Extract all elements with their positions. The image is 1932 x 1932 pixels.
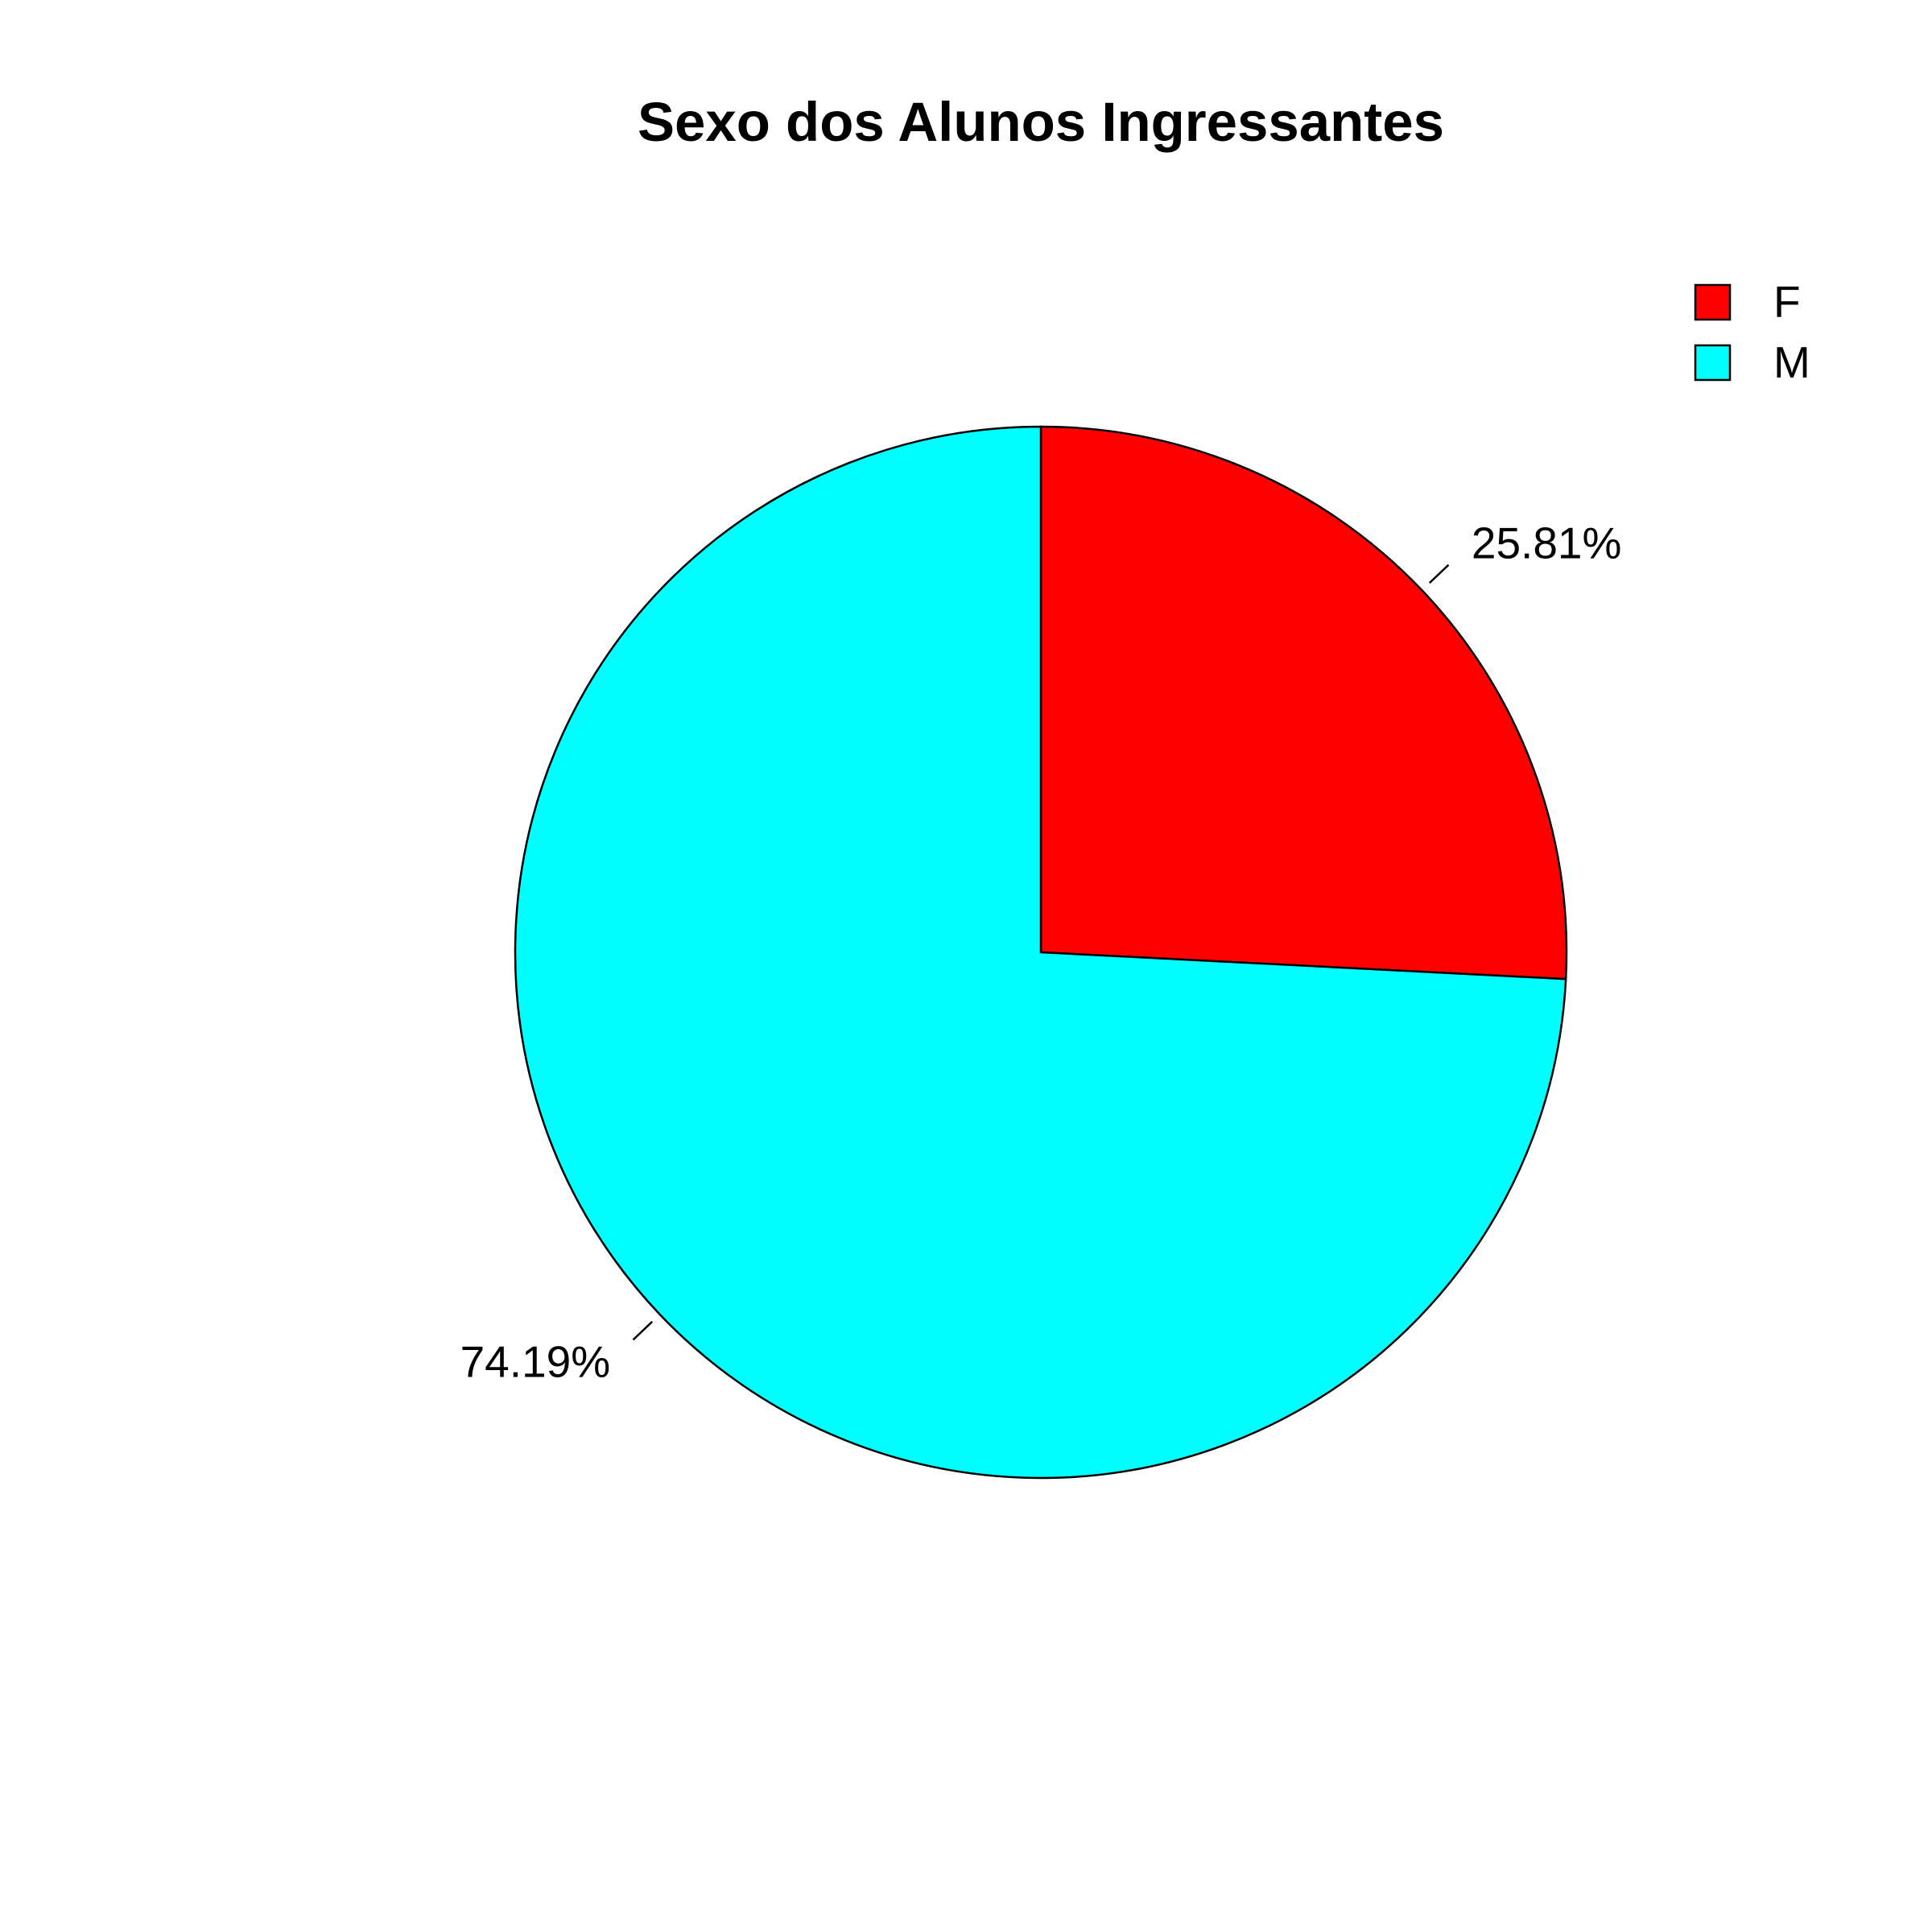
leader-line-f — [1428, 564, 1450, 584]
chart-title: Sexo dos Alunos Ingressantes — [638, 91, 1444, 153]
pie-slice-f — [1039, 425, 1568, 980]
slice-labels: 25.81% 74.19% — [460, 518, 1622, 1387]
legend: FM — [1694, 277, 1810, 387]
pie-slices — [514, 425, 1568, 1480]
legend-swatch-f — [1694, 283, 1732, 321]
legend-label-m: M — [1773, 337, 1810, 387]
legend-label-f: F — [1773, 277, 1801, 327]
slice-label-f: 25.81% — [1472, 518, 1622, 568]
leader-line-m — [632, 1320, 654, 1341]
pie-slice-m — [514, 425, 1567, 1480]
slice-label-m: 74.19% — [460, 1336, 611, 1386]
legend-swatch-m — [1694, 344, 1732, 382]
